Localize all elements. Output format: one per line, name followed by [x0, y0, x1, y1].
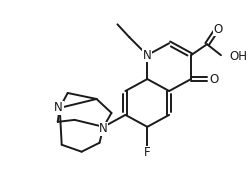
Text: N: N — [54, 101, 63, 114]
Text: OH: OH — [228, 50, 246, 63]
Text: N: N — [99, 122, 108, 135]
Text: F: F — [144, 146, 150, 159]
Text: N: N — [142, 49, 151, 62]
Text: O: O — [208, 72, 218, 86]
Text: O: O — [212, 23, 222, 36]
